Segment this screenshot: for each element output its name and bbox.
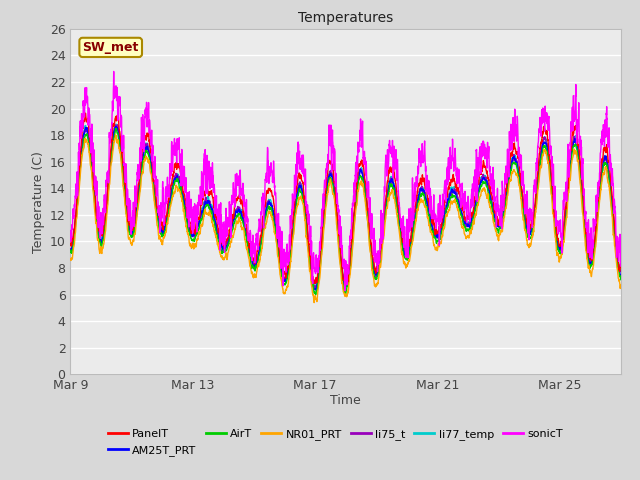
Title: Temperatures: Temperatures xyxy=(298,11,393,25)
X-axis label: Time: Time xyxy=(330,394,361,407)
Text: SW_met: SW_met xyxy=(83,41,139,54)
Y-axis label: Temperature (C): Temperature (C) xyxy=(33,151,45,252)
Legend: PanelT, AM25T_PRT, AirT, NR01_PRT, li75_t, li77_temp, sonicT: PanelT, AM25T_PRT, AirT, NR01_PRT, li75_… xyxy=(104,425,567,460)
